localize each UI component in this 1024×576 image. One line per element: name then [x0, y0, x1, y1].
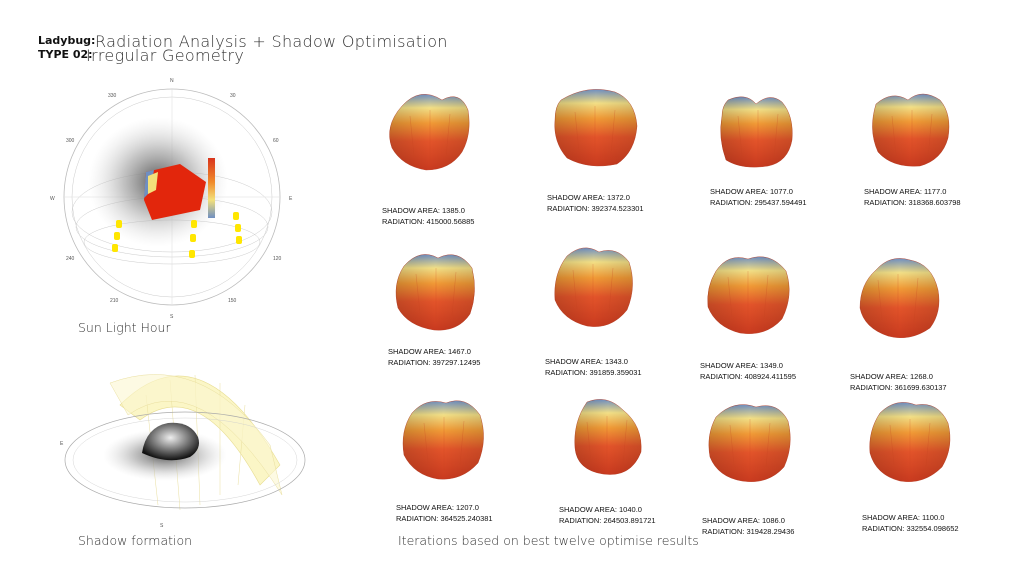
iteration-result-8: SHADOW AREA: 1268.0 RADIATION: 361699.630… — [850, 371, 980, 393]
iteration-form-11 — [700, 395, 830, 490]
iteration-result-10: SHADOW AREA: 1040.0 RADIATION: 264503.891… — [559, 504, 689, 526]
iteration-form-1 — [380, 86, 510, 181]
shadow-area-value: SHADOW AREA: 1040.0 — [559, 505, 642, 514]
shadow-area-value: SHADOW AREA: 1077.0 — [710, 187, 793, 196]
iteration-form-10 — [557, 392, 687, 487]
page-title: Radiation Analysis + Shadow Optimisation — [95, 32, 448, 51]
compass-east: E — [289, 196, 293, 202]
iteration-form-3 — [708, 86, 838, 181]
svg-text:S: S — [160, 523, 164, 529]
iteration-result-2: SHADOW AREA: 1372.0 RADIATION: 392374.523… — [547, 192, 677, 214]
iteration-form-4 — [862, 86, 992, 181]
building-massing — [142, 422, 199, 461]
compass-south: S — [170, 314, 174, 320]
tool-label: Ladybug: — [38, 34, 96, 47]
page-subtitle: Irregular Geometry — [86, 46, 245, 65]
radiation-value: RADIATION: 392374.523301 — [547, 204, 644, 213]
svg-text:E: E — [60, 441, 64, 447]
shadow-area-value: SHADOW AREA: 1100.0 — [862, 513, 945, 522]
shadow-area-value: SHADOW AREA: 1268.0 — [850, 372, 933, 381]
iteration-result-4: SHADOW AREA: 1177.0 RADIATION: 318368.603… — [864, 186, 994, 208]
shadow-area-value: SHADOW AREA: 1385.0 — [382, 206, 465, 215]
shadow-area-value: SHADOW AREA: 1467.0 — [388, 347, 471, 356]
radiation-value: RADIATION: 408924.411595 — [700, 372, 797, 381]
iteration-result-1: SHADOW AREA: 1385.0 RADIATION: 415000.568… — [382, 205, 512, 227]
compass-north: N — [170, 78, 174, 84]
iteration-result-11: SHADOW AREA: 1086.0 RADIATION: 319428.294… — [702, 515, 832, 537]
iteration-form-9 — [394, 393, 524, 488]
iteration-form-5 — [386, 244, 516, 339]
radiation-value: RADIATION: 332554.098652 — [862, 524, 959, 533]
iteration-form-7 — [698, 247, 828, 342]
degree-label: 330 — [108, 93, 117, 99]
iteration-result-9: SHADOW AREA: 1207.0 RADIATION: 364525.240… — [396, 502, 526, 524]
iterations-caption: Iterations based on best twelve optimise… — [398, 533, 699, 548]
degree-label: 60 — [273, 138, 279, 144]
shadow-formation-diagram: E S — [50, 345, 310, 530]
shadow-area-value: SHADOW AREA: 1086.0 — [702, 516, 785, 525]
sun-panel-caption: Sun Light Hour — [78, 320, 171, 335]
degree-label: 120 — [273, 256, 282, 262]
radiation-legend — [208, 158, 215, 218]
iteration-result-3: SHADOW AREA: 1077.0 RADIATION: 295437.594… — [710, 186, 840, 208]
type-label: TYPE 02: — [38, 48, 93, 61]
iteration-result-7: SHADOW AREA: 1349.0 RADIATION: 408924.411… — [700, 360, 830, 382]
building-plan — [144, 164, 206, 220]
radiation-value: RADIATION: 391859.359031 — [545, 368, 642, 377]
radiation-value: RADIATION: 318368.603798 — [864, 198, 961, 207]
degree-label: 210 — [110, 298, 119, 304]
sun-path-diagram: N S E W 330 30 300 60 240 120 210 150 — [40, 72, 300, 322]
degree-label: 300 — [66, 138, 75, 144]
iteration-result-5: SHADOW AREA: 1467.0 RADIATION: 397297.124… — [388, 346, 518, 368]
iteration-result-6: SHADOW AREA: 1343.0 RADIATION: 391859.359… — [545, 356, 675, 378]
shadow-area-value: SHADOW AREA: 1177.0 — [864, 187, 947, 196]
iteration-form-2 — [545, 82, 675, 177]
sun-positions — [112, 212, 242, 258]
shadow-panel-caption: Shadow formation — [78, 533, 193, 548]
iteration-form-8 — [848, 250, 978, 345]
degree-label: 150 — [228, 298, 237, 304]
degree-label: 240 — [66, 256, 75, 262]
radiation-value: RADIATION: 397297.12495 — [388, 358, 481, 367]
shadow-area-value: SHADOW AREA: 1343.0 — [545, 357, 628, 366]
degree-label: 30 — [230, 93, 236, 99]
radiation-value: RADIATION: 364525.240381 — [396, 514, 493, 523]
iteration-form-12 — [860, 395, 990, 490]
iteration-result-12: SHADOW AREA: 1100.0 RADIATION: 332554.098… — [862, 512, 992, 534]
radiation-value: RADIATION: 295437.594491 — [710, 198, 807, 207]
shadow-area-value: SHADOW AREA: 1349.0 — [700, 361, 783, 370]
compass-west: W — [50, 196, 55, 202]
radiation-value: RADIATION: 319428.29436 — [702, 527, 795, 536]
radiation-value: RADIATION: 264503.891721 — [559, 516, 656, 525]
iteration-form-6 — [543, 240, 673, 335]
radiation-value: RADIATION: 415000.56885 — [382, 217, 475, 226]
shadow-area-value: SHADOW AREA: 1207.0 — [396, 503, 479, 512]
radiation-value: RADIATION: 361699.630137 — [850, 383, 947, 392]
shadow-area-value: SHADOW AREA: 1372.0 — [547, 193, 630, 202]
